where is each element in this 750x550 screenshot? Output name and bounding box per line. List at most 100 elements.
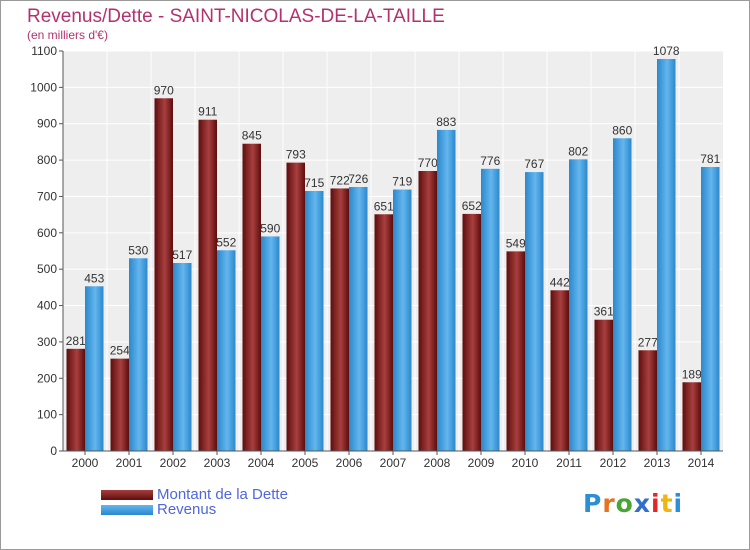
logo-letter: r (602, 489, 616, 518)
data-label-revenue: 552 (216, 235, 236, 249)
data-label-debt: 652 (462, 199, 482, 213)
data-label-revenue: 767 (524, 157, 544, 171)
y-tick-label: 1100 (31, 44, 57, 58)
y-tick-label: 800 (37, 153, 57, 167)
data-label-debt: 793 (286, 148, 306, 162)
data-label-debt: 189 (682, 367, 702, 381)
data-label-debt: 549 (506, 236, 526, 250)
x-tick-label: 2011 (556, 456, 582, 470)
bar-revenue (701, 167, 720, 451)
bar-revenue (569, 159, 588, 451)
bar-debt (462, 213, 481, 451)
bar-debt (110, 358, 129, 451)
data-label-revenue: 719 (392, 175, 412, 189)
logo-letter: i (651, 489, 661, 518)
bar-debt (198, 119, 217, 452)
x-tick-label: 2001 (116, 456, 143, 470)
y-tick-label: 600 (37, 226, 57, 240)
bar-debt (418, 171, 437, 451)
data-label-revenue: 776 (480, 154, 500, 168)
data-label-revenue: 715 (304, 176, 324, 190)
chart-title: Revenus/Dette - SAINT-NICOLAS-DE-LA-TAIL… (27, 6, 445, 27)
bar-debt (682, 382, 701, 451)
legend-swatch-revenue (101, 505, 153, 515)
data-label-revenue: 802 (568, 144, 588, 158)
data-label-revenue: 590 (260, 221, 280, 235)
bar-debt (242, 143, 261, 451)
y-tick-label: 1000 (30, 80, 57, 94)
logo-letter: i (673, 489, 684, 518)
data-label-debt: 970 (154, 83, 174, 97)
bar-debt (330, 188, 349, 452)
data-label-debt: 651 (374, 199, 394, 213)
x-tick-label: 2013 (644, 456, 671, 470)
data-label-debt: 442 (550, 275, 570, 289)
y-tick-label: 900 (37, 117, 57, 131)
data-label-debt: 281 (66, 334, 86, 348)
bar-debt (154, 98, 173, 451)
x-tick-label: 2012 (600, 456, 627, 470)
bar-debt (594, 319, 613, 451)
data-label-revenue: 453 (84, 271, 104, 285)
bar-revenue (525, 172, 544, 451)
x-tick-label: 2003 (204, 456, 231, 470)
bar-debt (506, 251, 525, 451)
data-label-revenue: 781 (700, 152, 720, 166)
bar-debt (66, 348, 85, 451)
bar-debt (286, 162, 305, 452)
x-tick-label: 2002 (160, 456, 187, 470)
data-label-revenue: 1078 (653, 44, 680, 58)
data-label-debt: 722 (330, 173, 350, 187)
y-tick-label: 500 (37, 262, 57, 276)
bar-revenue (393, 189, 412, 451)
y-tick-label: 400 (37, 299, 57, 313)
y-tick-label: 100 (37, 408, 57, 422)
bar-revenue (437, 129, 456, 451)
x-tick-label: 2006 (336, 456, 363, 470)
x-tick-label: 2005 (292, 456, 319, 470)
chart-subtitle: (en milliers d'€) (27, 28, 108, 42)
data-label-debt: 361 (594, 305, 614, 319)
bar-debt (638, 350, 657, 451)
y-tick-label: 200 (37, 371, 57, 385)
legend-swatch-debt (101, 490, 153, 500)
data-label-debt: 911 (198, 105, 217, 119)
bar-revenue (129, 258, 148, 451)
x-tick-label: 2008 (424, 456, 451, 470)
bar-revenue (261, 236, 280, 451)
bar-debt (374, 214, 393, 451)
logo-letter: t (660, 489, 674, 518)
bar-revenue (173, 263, 192, 451)
data-label-debt: 845 (242, 129, 262, 143)
bar-debt (550, 290, 569, 451)
logo-letter: P (583, 489, 603, 518)
data-label-revenue: 530 (128, 243, 148, 257)
x-tick-label: 2009 (468, 456, 495, 470)
logo-letter: x (633, 489, 651, 518)
y-tick-label: 0 (50, 444, 57, 458)
legend-label-debt: Montant de la Dette (157, 486, 288, 503)
bar-revenue (481, 168, 500, 451)
legend-label-revenue: Revenus (157, 501, 217, 518)
data-label-debt: 277 (638, 335, 658, 349)
data-label-revenue: 860 (612, 123, 632, 137)
x-tick-label: 2014 (688, 456, 715, 470)
x-tick-label: 2004 (248, 456, 275, 470)
data-label-revenue: 726 (348, 172, 368, 186)
x-tick-label: 2000 (72, 456, 99, 470)
proxiti-logo: Proxiti (583, 489, 683, 518)
logo-letter: o (615, 489, 634, 518)
bar-revenue (85, 286, 104, 451)
plot-area: 0 100 200 300 400 500 600 700 800 900 1000 1100 281 4… (30, 44, 723, 470)
bar-revenue (349, 187, 368, 451)
data-label-debt: 770 (418, 156, 438, 170)
bar-revenue (217, 250, 236, 451)
data-label-revenue: 517 (172, 248, 192, 262)
x-tick-label: 2010 (512, 456, 539, 470)
y-tick-label: 300 (37, 335, 57, 349)
data-label-debt: 254 (110, 344, 130, 358)
bar-revenue (613, 138, 632, 452)
y-tick-label: 700 (37, 189, 57, 203)
